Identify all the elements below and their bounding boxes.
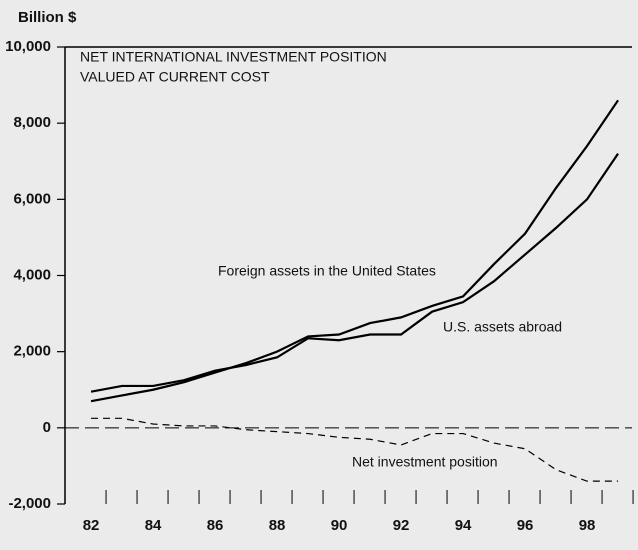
- y-tick-label: 6,000: [13, 190, 51, 207]
- series-line: [90, 153, 619, 393]
- series-line: [90, 99, 619, 403]
- x-tick-label: 98: [579, 517, 596, 534]
- y-tick-label: 2,000: [13, 343, 51, 360]
- x-tick-label: 90: [331, 517, 348, 534]
- series-label: U.S. assets abroad: [443, 319, 562, 335]
- y-tick-label: 8,000: [13, 114, 51, 131]
- y-tick-label: 0: [43, 419, 51, 436]
- x-tick-label: 86: [207, 517, 224, 534]
- x-tick-label: 96: [517, 517, 534, 534]
- series-label: Foreign assets in the United States: [218, 263, 436, 279]
- x-tick-label: 94: [455, 517, 472, 534]
- x-tick-label: 92: [393, 517, 410, 534]
- x-tick-label: 82: [83, 517, 100, 534]
- y-tick-label: -2,000: [8, 495, 51, 512]
- series-label: Net investment position: [352, 454, 498, 470]
- y-tick-label: 10,000: [5, 38, 51, 55]
- chart-subtitle: VALUED AT CURRENT COST: [80, 69, 270, 85]
- y-axis-label: Billion $: [18, 9, 77, 26]
- y-tick-label: 4,000: [13, 266, 51, 283]
- chart-title: NET INTERNATIONAL INVESTMENT POSITION: [80, 49, 387, 65]
- series-line: [91, 417, 619, 482]
- x-tick-label: 88: [269, 517, 286, 534]
- x-tick-label: 84: [145, 517, 162, 534]
